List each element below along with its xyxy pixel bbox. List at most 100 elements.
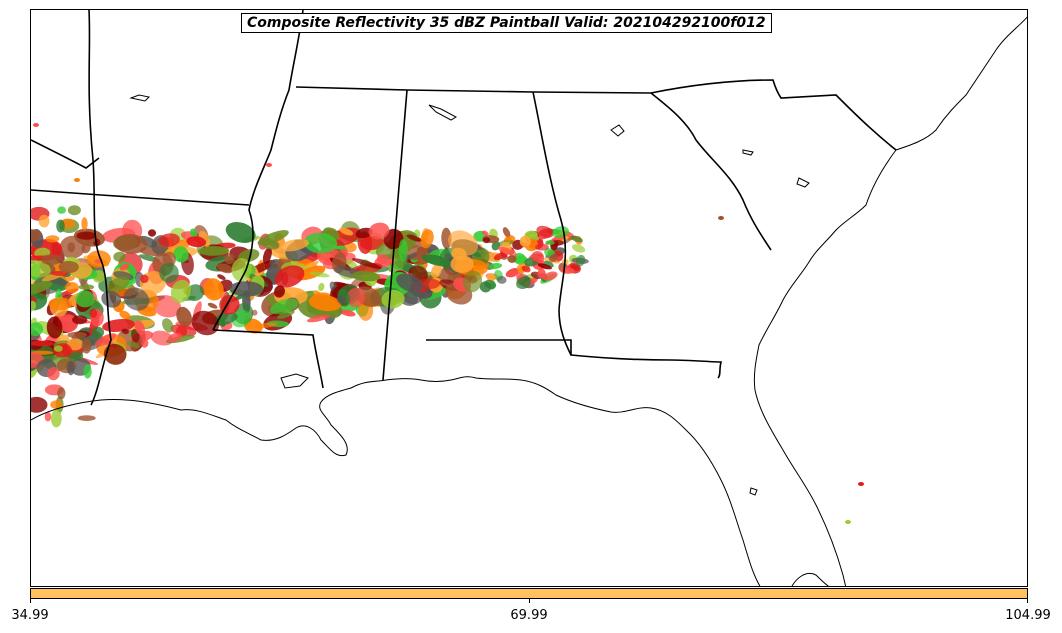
reflectivity-blob: [147, 229, 157, 237]
border-ms-la-south: [212, 329, 324, 389]
reflectivity-blob: [173, 246, 189, 263]
reflectivity-blob: [218, 318, 226, 327]
reflectivity-blob: [420, 229, 434, 249]
reflectivity-blob: [83, 364, 92, 379]
reflectivity-blob: [119, 310, 131, 320]
reflectivity-blob: [38, 214, 50, 228]
reflectivity-blob: [506, 270, 519, 278]
reflectivity-blob: [306, 314, 330, 323]
reflectivity-blob: [44, 411, 52, 422]
reflectivity-blob: [207, 302, 218, 309]
reflectivity-blob: [161, 318, 174, 333]
reflectivity-blob: [47, 367, 60, 381]
reflectivity-blob: [266, 163, 272, 167]
reflectivity-blob: [217, 274, 226, 280]
reflectivity-blob: [50, 400, 63, 410]
reflectivity-blob: [339, 227, 354, 236]
reflectivity-blob: [398, 239, 408, 262]
reflectivity-blob: [134, 320, 146, 335]
reflectivity-blob: [75, 290, 95, 308]
reflectivity-blob: [46, 316, 63, 339]
reflectivity-blob: [387, 264, 400, 274]
border-al-fl: [426, 339, 723, 379]
reflectivity-blob: [575, 254, 586, 267]
border-ms-river-east: [212, 10, 304, 331]
reflectivity-blob: [31, 322, 44, 337]
reflectivity-blob: [269, 298, 299, 315]
reflectivity-blob: [203, 278, 224, 301]
keys-coast: [791, 573, 829, 586]
reflectivity-blob: [103, 343, 127, 365]
reflectivity-blob: [57, 206, 66, 214]
reflectivity-blob: [519, 235, 531, 247]
reflectivity-blob: [488, 263, 503, 270]
reflectivity-blob: [430, 263, 443, 278]
border-ms-al: [382, 89, 408, 381]
reflectivity-blob: [186, 236, 207, 248]
reflectivity-blob: [318, 282, 325, 292]
gulf-coastline: [31, 376, 761, 586]
reflectivity-blob: [197, 246, 230, 256]
reflectivity-blob: [102, 319, 136, 332]
reflectivity-blob: [462, 270, 483, 293]
reflectivity-blob: [493, 252, 506, 261]
reflectivity-blob: [426, 288, 447, 300]
reflectivity-blob: [368, 222, 390, 240]
reflectivity-blob: [31, 229, 42, 242]
reflectivity-blob: [31, 280, 53, 296]
reflectivity-blob: [189, 228, 198, 238]
colorbar: [30, 588, 1028, 599]
state-borders: [31, 10, 897, 406]
reflectivity-blob: [123, 287, 150, 311]
reflectivity-blob: [421, 254, 451, 267]
reflectivity-blob: [67, 205, 81, 216]
reflectivity-blob: [114, 234, 148, 254]
reflectivity-blob: [126, 341, 140, 348]
reflectivity-blob: [121, 328, 129, 335]
border-al-ga: [532, 91, 572, 356]
reflectivity-blob: [450, 255, 474, 273]
reflectivity-blob: [119, 263, 130, 271]
reflectivity-blob: [191, 310, 220, 336]
reflectivity-blob: [162, 251, 176, 268]
colorbar-tick-mark-middle: [529, 599, 530, 603]
lakes: [129, 94, 810, 496]
reflectivity-blob: [113, 251, 126, 262]
reflectivity-blob: [274, 285, 285, 298]
reflectivity-blob: [571, 244, 586, 253]
reflectivity-blob: [447, 230, 479, 256]
reflectivity-blob: [66, 338, 84, 351]
reflectivity-blob: [31, 340, 54, 347]
reflectivity-blob: [91, 326, 105, 338]
reflectivity-blob: [31, 300, 36, 311]
reflectivity-blob: [74, 178, 80, 182]
reflectivity-blob: [537, 263, 552, 270]
reflectivity-blob: [537, 268, 546, 279]
reflectivity-blob: [57, 387, 66, 400]
colorbar-tick-label-right: 104.99: [1005, 608, 1051, 623]
reflectivity-blob: [351, 258, 382, 269]
reflectivity-blob: [67, 331, 87, 339]
reflectivity-blob: [516, 277, 531, 289]
colorbar-tick-label-middle: 69.99: [510, 608, 548, 623]
reflectivity-blob: [158, 233, 180, 247]
map-panel: [30, 9, 1028, 587]
reflectivity-blob: [64, 282, 79, 293]
reflectivity-blob: [31, 396, 48, 413]
reflectivity-blob: [486, 273, 496, 282]
reflectivity-blob: [33, 123, 39, 127]
reflectivity-blob: [482, 237, 491, 244]
reflectivity-blob: [50, 409, 62, 428]
reflectivity-blob: [484, 279, 497, 289]
border-ga-sc: [650, 92, 772, 251]
reflectivity-blob: [140, 274, 149, 284]
reflectivity-blob: [81, 338, 92, 354]
map-title: Composite Reflectivity 35 dBZ Paintball …: [241, 13, 772, 33]
reflectivity-blob: [56, 219, 65, 233]
reflectivity-blob: [536, 225, 554, 238]
reflectivity-blob: [396, 273, 424, 293]
reflectivity-blob: [167, 332, 182, 343]
reflectivity-blob: [502, 227, 511, 238]
reflectivity-blob: [72, 315, 88, 325]
reflectivity-blob: [481, 230, 489, 236]
